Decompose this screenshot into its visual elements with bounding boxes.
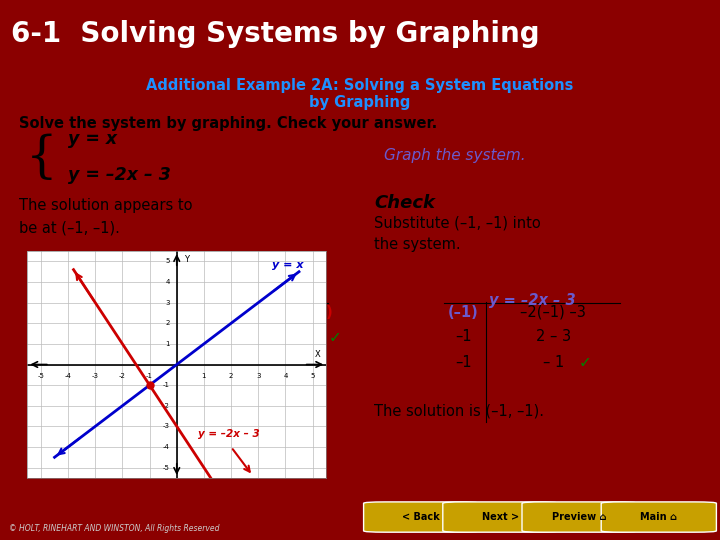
Text: Substitute (–1, –1) into
the system.: Substitute (–1, –1) into the system. <box>374 215 541 252</box>
Text: Y: Y <box>184 255 189 264</box>
Text: 5: 5 <box>310 373 315 379</box>
FancyBboxPatch shape <box>601 502 716 532</box>
Text: < Back: < Back <box>402 512 440 522</box>
Text: – 1: – 1 <box>543 355 564 369</box>
Text: Next >: Next > <box>482 512 519 522</box>
Text: 4: 4 <box>283 373 287 379</box>
Text: Solve the system by graphing. Check your answer.: Solve the system by graphing. Check your… <box>19 116 438 131</box>
Text: 2: 2 <box>166 320 170 326</box>
Text: –1: –1 <box>455 355 472 369</box>
Text: ✓: ✓ <box>329 330 342 345</box>
Text: 5: 5 <box>166 259 170 265</box>
FancyBboxPatch shape <box>364 502 479 532</box>
Text: X: X <box>315 350 321 359</box>
Text: (–1): (–1) <box>448 305 479 320</box>
Text: –1: –1 <box>455 329 472 344</box>
Text: by Graphing: by Graphing <box>310 94 410 110</box>
Text: –1: –1 <box>310 329 326 344</box>
Text: y = x: y = x <box>68 130 117 148</box>
Text: -3: -3 <box>163 423 170 429</box>
Text: –1: –1 <box>264 329 281 344</box>
Text: The solution is (–1, –1).: The solution is (–1, –1). <box>374 403 544 418</box>
Text: y = x: y = x <box>266 293 307 308</box>
Text: y = –2x – 3: y = –2x – 3 <box>68 166 171 184</box>
Text: y = x: y = x <box>272 260 303 269</box>
Text: y = –2x – 3: y = –2x – 3 <box>199 429 260 438</box>
FancyBboxPatch shape <box>522 502 637 532</box>
Text: (–1): (–1) <box>257 305 287 320</box>
Text: y = –2x – 3: y = –2x – 3 <box>489 293 575 308</box>
Text: © HOLT, RINEHART AND WINSTON, All Rights Reserved: © HOLT, RINEHART AND WINSTON, All Rights… <box>9 524 219 533</box>
Text: The solution appears to
be at (–1, –1).: The solution appears to be at (–1, –1). <box>19 198 193 235</box>
Text: -5: -5 <box>37 373 45 379</box>
Text: Check: Check <box>374 194 435 212</box>
Text: 2: 2 <box>229 373 233 379</box>
Text: {: { <box>26 133 58 183</box>
Text: Additional Example 2A: Solving a System Equations: Additional Example 2A: Solving a System … <box>146 78 574 93</box>
Text: Graph the system.: Graph the system. <box>384 148 526 163</box>
Text: -5: -5 <box>163 464 170 470</box>
Text: -2: -2 <box>119 373 126 379</box>
FancyBboxPatch shape <box>443 502 558 532</box>
Text: (–1): (–1) <box>302 305 333 320</box>
Text: 6-1  Solving Systems by Graphing: 6-1 Solving Systems by Graphing <box>11 20 539 48</box>
Text: Main ⌂: Main ⌂ <box>640 512 678 522</box>
Text: -4: -4 <box>163 444 170 450</box>
Text: -3: -3 <box>91 373 99 379</box>
Text: -2: -2 <box>163 403 170 409</box>
Text: -1: -1 <box>163 382 170 388</box>
Text: 2 – 3: 2 – 3 <box>536 329 571 344</box>
Text: ✓: ✓ <box>578 355 591 370</box>
Text: –2(–1) –3: –2(–1) –3 <box>521 305 586 320</box>
Text: -1: -1 <box>146 373 153 379</box>
Text: -4: -4 <box>65 373 71 379</box>
Text: Preview ⌂: Preview ⌂ <box>552 512 607 522</box>
Text: 3: 3 <box>256 373 261 379</box>
Text: 1: 1 <box>202 373 206 379</box>
Text: 4: 4 <box>166 279 170 285</box>
Text: 3: 3 <box>166 300 170 306</box>
Text: 1: 1 <box>166 341 170 347</box>
